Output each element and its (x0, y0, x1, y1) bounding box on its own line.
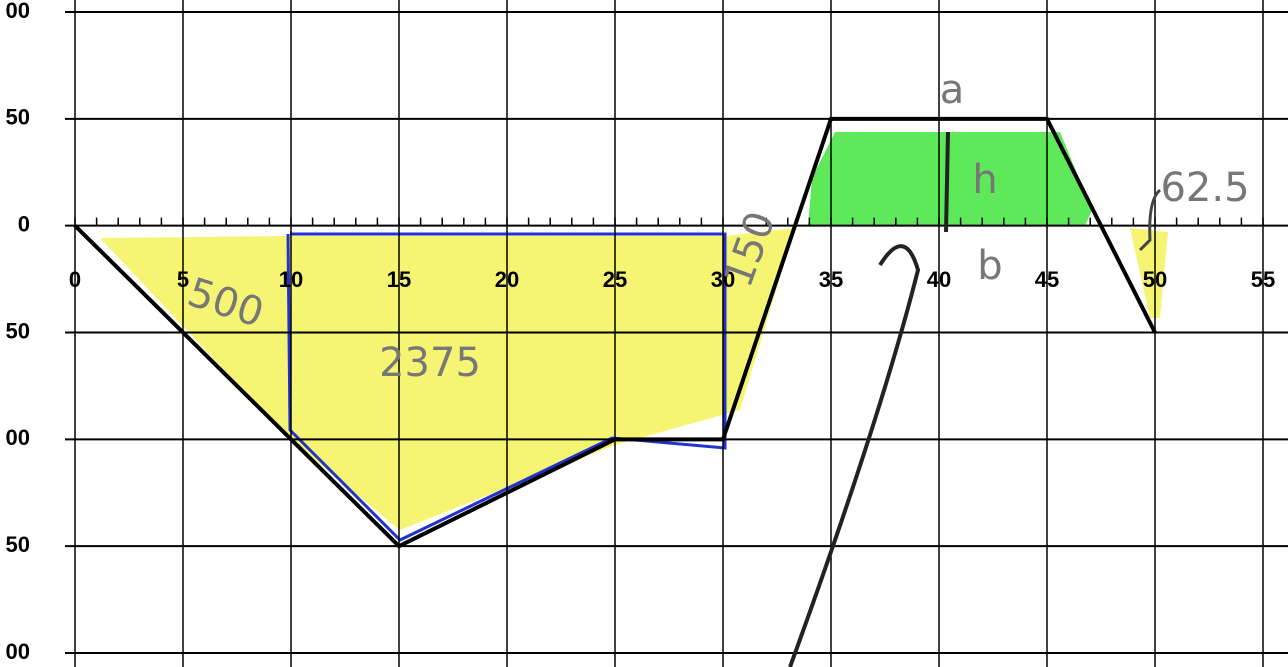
handwritten-arrow (1138, 188, 1162, 252)
x-tick-label: 0 (69, 267, 81, 292)
x-tick-label: 20 (495, 267, 519, 292)
x-tick-label: 15 (387, 267, 411, 292)
data-line (73, 116, 1157, 549)
handwritten-note: a (940, 67, 965, 113)
handwritten-note: 62.5 (1160, 165, 1249, 211)
handwritten-note: h (972, 157, 997, 203)
x-tick-label: 10 (279, 267, 303, 292)
y-tick-label: 00 (6, 0, 30, 23)
yellow-highlight (1130, 228, 1168, 318)
yellow-highlight (100, 228, 795, 530)
y-tick-label: 50 (6, 105, 30, 130)
y-tick-label: 00 (6, 425, 30, 450)
x-tick-label: 40 (927, 267, 951, 292)
y-tick-label: 50 (6, 532, 30, 557)
x-tick-label: 30 (711, 267, 735, 292)
x-tick-label: 5 (177, 267, 189, 292)
blue-outline (286, 232, 727, 542)
x-tick-label: 35 (819, 267, 843, 292)
y-tick-label: 50 (6, 318, 30, 343)
x-tick-label: 25 (603, 267, 627, 292)
y-tick-label: 00 (6, 639, 30, 664)
handwritten-arrow (788, 131, 950, 667)
x-tick-label: 45 (1035, 267, 1059, 292)
x-tick-label: 55 (1251, 267, 1275, 292)
handwritten-note: b (977, 243, 1002, 289)
green-highlight (808, 132, 1092, 226)
x-tick-label: 50 (1143, 267, 1167, 292)
y-tick-label: 0 (18, 211, 30, 236)
handwritten-note: 2375 (379, 340, 481, 386)
